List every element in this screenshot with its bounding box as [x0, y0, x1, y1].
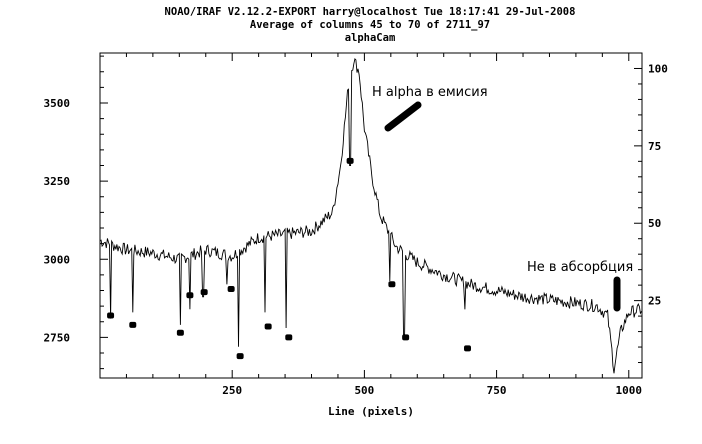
y-tick-label: 2750 — [44, 331, 71, 344]
x-tick-label: 1000 — [616, 384, 643, 397]
header-line-3: alphaCam — [344, 32, 396, 44]
x-tick-label: 750 — [487, 384, 507, 397]
x-axis-label: Line (pixels) — [328, 405, 414, 418]
spectrum-line — [99, 58, 642, 374]
header-line-2: Average of columns 45 to 70 of 2711_97 — [249, 19, 491, 31]
header-line-1: NOAO/IRAF V2.12.2-EXPORT harry@localhost… — [164, 6, 576, 18]
marker-point — [129, 321, 137, 328]
axis-ticks: 250 500 750 1000 2750 3000 3250 3500 25 50 75 100 — [44, 53, 668, 397]
annotation-he: He в абсорбция — [527, 260, 633, 275]
x-tick-label: 500 — [354, 384, 374, 397]
y-tick-label: 3250 — [44, 175, 71, 188]
plot-frame — [99, 52, 643, 379]
marker-point — [176, 329, 184, 336]
marker-point — [464, 345, 472, 352]
marker-point — [186, 292, 194, 299]
x-tick-label: 250 — [222, 384, 242, 397]
annotation-marks — [384, 101, 621, 312]
marker-point — [346, 157, 354, 164]
y2-tick-label: 25 — [648, 295, 661, 308]
annotation-halpha: H alpha в емисия — [372, 85, 488, 100]
marker-point — [236, 353, 244, 360]
y-tick-label: 3000 — [44, 253, 71, 266]
y2-tick-label: 75 — [648, 140, 661, 153]
y2-tick-label: 100 — [648, 62, 668, 75]
marker-point — [200, 289, 208, 296]
marker-point — [227, 285, 235, 292]
marker-point — [107, 312, 115, 319]
marker-point — [388, 281, 396, 288]
marker-point — [285, 334, 293, 341]
marker-point — [264, 323, 272, 330]
y2-tick-label: 50 — [648, 217, 661, 230]
marker-group — [107, 157, 472, 360]
marker-point — [402, 334, 410, 341]
halpha-marker-bar — [384, 101, 422, 132]
y-tick-label: 3500 — [44, 97, 71, 110]
